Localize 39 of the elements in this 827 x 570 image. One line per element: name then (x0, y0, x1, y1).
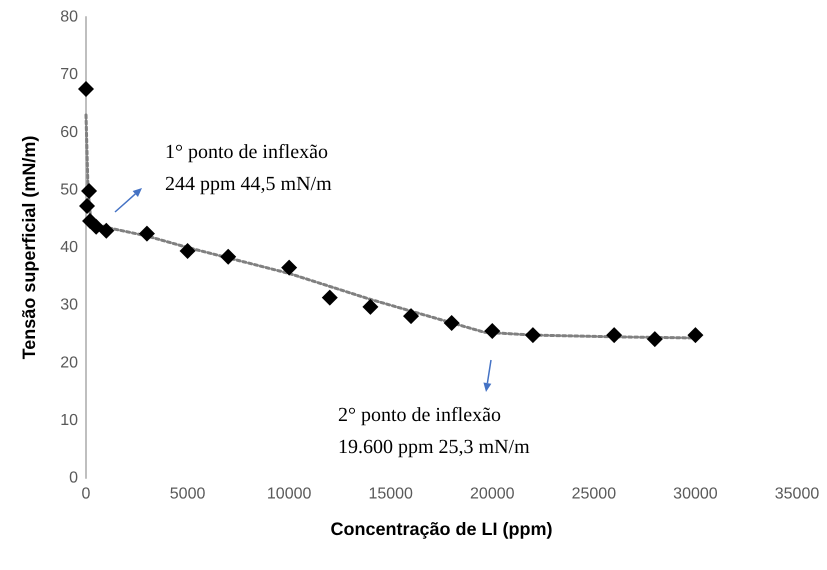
point (79, 198, 96, 214)
y-axis-title: Tensão superficial (mN/m) (19, 136, 39, 360)
x-tick-label: 10000 (266, 486, 312, 502)
x-tick-label: 30000 (673, 486, 718, 502)
point (281, 260, 298, 276)
x-axis-title: Concentração de LI (ppm) (330, 519, 553, 539)
y-tick-label: 30 (60, 296, 78, 314)
point (88, 218, 104, 235)
y-tick-label: 40 (60, 239, 78, 256)
x-tick-label: 15000 (368, 486, 414, 502)
point (403, 308, 420, 324)
point (180, 242, 196, 259)
annotation: 1° ponto de inflexão 244 ppm 44,5 mN/m (165, 141, 332, 195)
point (606, 327, 622, 344)
y-tick-label: 20 (60, 354, 78, 372)
point (138, 226, 155, 242)
x-tick-label: 5000 (170, 486, 206, 502)
point (687, 327, 704, 344)
point (220, 248, 236, 265)
point (646, 331, 663, 348)
point (81, 183, 98, 200)
point (444, 314, 460, 331)
point (362, 298, 378, 315)
y-tick-label: 80 (60, 8, 78, 26)
annotation: 2° ponto de inflexão 19.600 ppm 25,3 mN/m (338, 404, 530, 458)
y-tick-label: 70 (60, 66, 78, 84)
x-tick-label: 0 (82, 486, 91, 502)
y-tick-label: 10 (60, 412, 78, 429)
x-tick-label: 25000 (572, 486, 616, 502)
x-tick-label: 20000 (470, 486, 515, 502)
point (524, 327, 541, 344)
point (98, 222, 114, 239)
y-tick-label: 50 (60, 181, 78, 198)
y-tick-label: 0 (69, 470, 78, 486)
point (78, 81, 94, 98)
x-tick-label: 35000 (774, 486, 820, 502)
y-tick-label: 60 (60, 124, 78, 141)
point (322, 290, 338, 306)
point (484, 323, 500, 340)
